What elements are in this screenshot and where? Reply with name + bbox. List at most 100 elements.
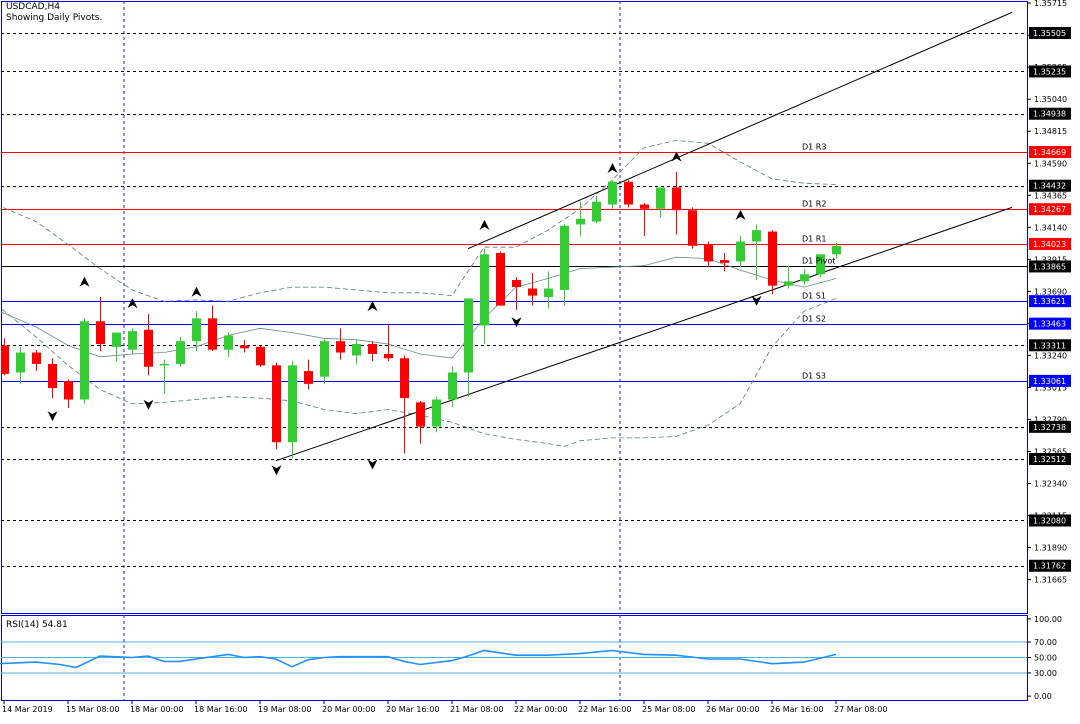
trendline (467, 11, 1013, 250)
y-axis-tick-label: 1.32565 (1034, 447, 1067, 456)
price-box-label: 1.33061 (1033, 377, 1066, 386)
bull-candle (480, 254, 489, 326)
bull-candle (432, 399, 441, 427)
bear-candle (304, 371, 313, 384)
x-axis-tick-label: 15 Mar 08:00 (66, 705, 119, 714)
bull-candle (832, 245, 841, 255)
envelope-mid-line (1, 256, 837, 359)
fractal-down-arrow (271, 465, 282, 476)
x-axis-tick-label: 19 Mar 08:00 (258, 705, 311, 714)
bear-candle (624, 181, 633, 205)
trendline (275, 206, 1013, 462)
price-box (1029, 420, 1071, 433)
price-box-label: 1.34023 (1033, 240, 1066, 249)
chart-subtitle: Showing Daily Pivots. (6, 13, 103, 23)
pivot-label: D1 Pivot (802, 257, 835, 266)
x-axis-tick-label: 27 Mar 08:00 (834, 705, 887, 714)
bull-candle (448, 372, 457, 400)
fractal-up-arrow (191, 286, 202, 297)
price-box (1029, 374, 1071, 387)
bear-candle (400, 358, 409, 399)
bull-candle (736, 241, 745, 262)
bull-candle (608, 181, 617, 205)
bear-candle (48, 363, 57, 389)
y-axis-tick-label: 1.35040 (1034, 95, 1067, 104)
x-axis-tick-label: 26 Mar 16:00 (770, 705, 823, 714)
bull-candle (80, 321, 89, 400)
price-box-label: 1.33463 (1033, 320, 1066, 329)
bear-candle (704, 244, 713, 262)
bull-candle (16, 352, 25, 373)
bull-candle (592, 201, 601, 222)
bear-candle (496, 252, 505, 306)
x-axis-tick-label: 20 Mar 00:00 (322, 705, 375, 714)
price-box-label: 1.34432 (1033, 182, 1066, 191)
price-box-label: 1.31762 (1033, 562, 1066, 571)
x-axis-tick-label: 18 Mar 16:00 (194, 705, 247, 714)
chart-title: USDCAD,H4 (6, 2, 60, 12)
y-axis-tick-label: 1.34365 (1034, 191, 1067, 200)
bear-candle (64, 381, 73, 400)
y-axis-tick-label: 1.32340 (1034, 479, 1067, 488)
price-box (1029, 203, 1071, 216)
rsi-axis-tick-label: 100.00 (1034, 615, 1062, 624)
bear-candle (672, 187, 681, 211)
fractal-down-arrow (751, 295, 762, 306)
price-box-label: 1.32080 (1033, 516, 1066, 525)
price-box-label: 1.34267 (1033, 205, 1066, 214)
bull-candle (288, 365, 297, 443)
bear-candle (256, 346, 265, 366)
x-axis-tick-label: 14 Mar 2019 (2, 705, 53, 714)
y-axis-tick-label: 1.31665 (1034, 576, 1067, 585)
x-axis-tick-label: 22 Mar 16:00 (578, 705, 631, 714)
bull-candle (192, 318, 201, 342)
price-box-label: 1.35505 (1033, 29, 1066, 38)
fractal-up-arrow (607, 162, 618, 173)
fractal-up-arrow (367, 301, 378, 311)
price-box-label: 1.33311 (1033, 341, 1066, 350)
bull-candle (224, 335, 233, 350)
x-axis-tick-label: 26 Mar 00:00 (706, 705, 759, 714)
bear-candle (688, 210, 697, 246)
bear-candle (416, 402, 425, 427)
pivot-label: D1 S2 (802, 315, 826, 324)
main-panel-border (1, 1, 1028, 614)
bull-candle (464, 298, 473, 373)
fractal-up-arrow (479, 219, 490, 230)
bull-candle (128, 331, 137, 350)
bull-candle (176, 341, 185, 364)
bull-candle (544, 288, 553, 298)
fractal-up-arrow (127, 298, 138, 309)
bull-candle (320, 341, 329, 377)
bull-candle (560, 225, 569, 290)
rsi-axis-tick-label: 50.00 (1034, 654, 1057, 663)
rsi-line (0, 649, 837, 669)
y-axis-tick-label: 1.33240 (1034, 351, 1067, 360)
rsi-title: RSI(14) 54.81 (6, 620, 68, 630)
price-box (1029, 339, 1071, 352)
y-axis-tick-label: 1.34140 (1034, 223, 1067, 232)
y-axis-tick-label: 1.33015 (1034, 383, 1067, 392)
fractal-down-arrow (367, 459, 378, 470)
bull-candle (352, 344, 361, 356)
price-box-label: 1.34669 (1033, 148, 1066, 157)
fractal-down-arrow (143, 399, 154, 410)
price-box-label: 1.32738 (1033, 423, 1066, 432)
bear-candle (528, 288, 537, 296)
bear-candle (1, 345, 9, 374)
x-axis-tick-label: 18 Mar 00:00 (130, 705, 183, 714)
bear-candle (640, 204, 649, 209)
price-box (1029, 295, 1071, 308)
price-box (1029, 27, 1071, 40)
bear-candle (368, 344, 377, 354)
rsi-axis-tick-label: 70.00 (1034, 638, 1057, 647)
fractal-down-arrow (511, 317, 522, 328)
price-box (1029, 107, 1071, 120)
bull-candle (800, 274, 809, 282)
bull-candle (112, 332, 121, 347)
fractal-up-arrow (671, 151, 682, 162)
bull-candle (784, 281, 793, 286)
x-axis-tick-label: 22 Mar 00:00 (514, 705, 567, 714)
